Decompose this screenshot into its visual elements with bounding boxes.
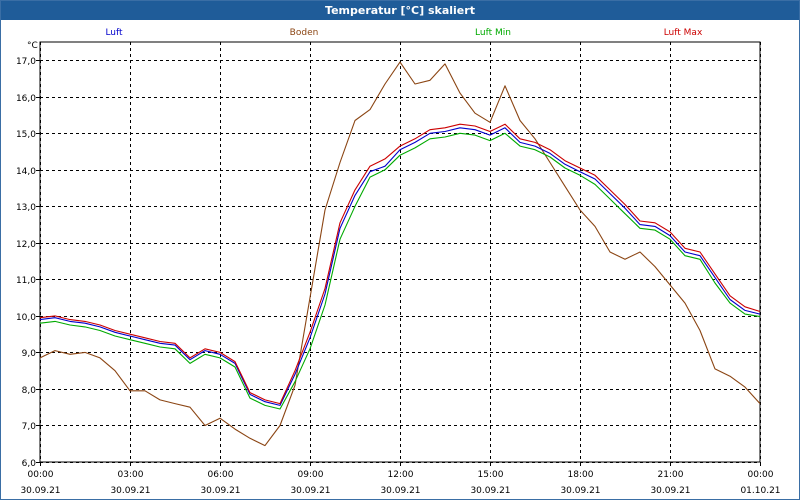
x-tick-date-label: 30.09.21 xyxy=(20,486,60,496)
x-tick-time-label: 03:00 xyxy=(118,470,144,480)
y-tick-label: 15,0 xyxy=(16,130,36,140)
x-tick-time-label: 09:00 xyxy=(298,470,324,480)
x-tick-date-label: 30.09.21 xyxy=(380,486,420,496)
chart-title: Temperatur [°C] skaliert xyxy=(1,1,799,20)
x-tick-time-label: 15:00 xyxy=(478,470,504,480)
y-tick-label: 13,0 xyxy=(16,203,36,213)
x-tick-date-label: 30.09.21 xyxy=(110,486,150,496)
legend-luft-max: Luft Max xyxy=(664,28,703,38)
y-axis-label: °C xyxy=(27,41,38,51)
x-tick-time-label: 18:00 xyxy=(568,470,594,480)
y-tick-label: 6,0 xyxy=(22,459,37,469)
x-tick-time-label: 21:00 xyxy=(658,470,684,480)
y-tick-label: 7,0 xyxy=(22,422,37,432)
y-tick-label: 10,0 xyxy=(16,313,36,323)
x-tick-date-label: 30.09.21 xyxy=(650,486,690,496)
series-line-boden xyxy=(39,61,761,447)
y-tick-label: 8,0 xyxy=(22,386,37,396)
y-tick-label: 16,0 xyxy=(16,94,36,104)
x-tick-time-label: 00:00 xyxy=(748,470,774,480)
legend-luft-min: Luft Min xyxy=(475,28,511,38)
y-tick-label: 14,0 xyxy=(16,167,36,177)
x-tick-time-label: 12:00 xyxy=(388,470,414,480)
x-tick-date-label: 01.10.21 xyxy=(740,486,780,496)
series-line-luft-min xyxy=(39,132,761,410)
legend-boden: Boden xyxy=(290,28,319,38)
legend-luft: Luft xyxy=(105,28,123,38)
y-tick-label: 11,0 xyxy=(16,276,36,286)
x-tick-date-label: 30.09.21 xyxy=(470,486,510,496)
x-tick-time-label: 00:00 xyxy=(28,470,54,480)
y-tick-label: 17,0 xyxy=(16,57,36,67)
x-tick-date-label: 30.09.21 xyxy=(200,486,240,496)
series-line-luft xyxy=(39,127,761,406)
x-tick-date-label: 30.09.21 xyxy=(290,486,330,496)
y-tick-label: 12,0 xyxy=(16,240,36,250)
series-line-luft-max xyxy=(39,123,761,405)
x-tick-date-label: 30.09.21 xyxy=(560,486,600,496)
y-tick-label: 9,0 xyxy=(22,349,37,359)
x-tick-time-label: 06:00 xyxy=(208,470,234,480)
